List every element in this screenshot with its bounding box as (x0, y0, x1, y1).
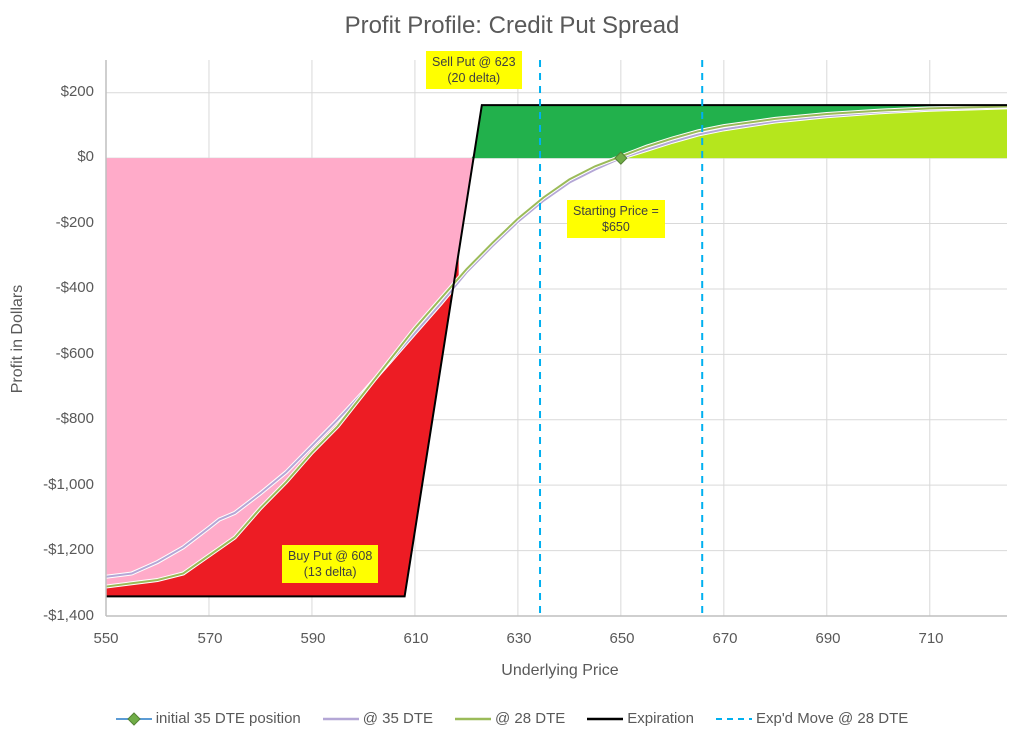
legend-label: @ 35 DTE (362, 710, 434, 727)
dashed-line-swatch-icon (715, 717, 752, 720)
callout-starting-price-line2: $650 (602, 220, 630, 234)
legend: initial 35 DTE position @ 35 DTE @ 28 DT… (0, 710, 1024, 727)
callout-sell-put-line2: (20 delta) (447, 71, 501, 85)
callout-buy-put: Buy Put @ 608 (13 delta) (282, 545, 379, 583)
legend-item-expiration[interactable]: Expiration (587, 710, 694, 727)
legend-label: Exp'd Move @ 28 DTE (755, 710, 909, 727)
legend-label: Expiration (627, 710, 694, 727)
28dte-line (105, 105, 1008, 588)
y-tick-label: -$1,400 (43, 607, 94, 624)
diamond-marker-icon (115, 711, 152, 726)
x-tick-label: 670 (712, 630, 738, 647)
line-swatch-icon (322, 717, 359, 720)
x-tick-label: 630 (506, 630, 532, 647)
x-tick-label: 570 (197, 630, 223, 647)
x-tick-label: 610 (403, 630, 429, 647)
legend-item-35dte[interactable]: @ 35 DTE (322, 710, 434, 727)
callout-sell-put: Sell Put @ 623 (20 delta) (426, 51, 522, 89)
chart-title: Profit Profile: Credit Put Spread (344, 12, 680, 39)
legend-label: @ 28 DTE (495, 710, 566, 727)
y-tick-label: -$600 (55, 345, 94, 362)
x-tick-label: 590 (300, 630, 326, 647)
legend-item-28dte[interactable]: @ 28 DTE (455, 710, 565, 727)
x-axis-title: Underlying Price (501, 662, 619, 679)
expiration-line (106, 104, 1007, 598)
x-tick-label: 650 (609, 630, 635, 647)
axes (105, 60, 1007, 617)
plot-area (105, 60, 1008, 617)
callout-buy-put-line2: (13 delta) (303, 565, 357, 579)
shaded-regions (106, 105, 1007, 597)
y-tick-label: -$400 (55, 279, 94, 296)
y-tick-label: $0 (77, 148, 94, 165)
line-swatch-icon (455, 717, 492, 720)
y-tick-label: -$1,200 (43, 541, 94, 558)
expiration-profit-fill (466, 105, 1007, 159)
expiration-loss-fill (106, 252, 459, 597)
line-swatch-icon (587, 717, 624, 720)
y-tick-label: -$200 (55, 214, 94, 231)
callout-starting-price-line1: Starting Price = (573, 204, 659, 218)
x-tick-label: 710 (918, 630, 944, 647)
legend-item-expected-move[interactable]: Exp'd Move @ 28 DTE (715, 710, 909, 727)
y-tick-label: $200 (60, 83, 94, 100)
y-tick-label: -$1,000 (43, 476, 94, 493)
callout-sell-put-line1: Sell Put @ 623 (432, 55, 516, 69)
35dte-line (105, 106, 1008, 578)
starting-price-diamond-icon (614, 151, 628, 165)
callout-buy-put-line1: Buy Put @ 608 (288, 549, 373, 563)
loss-zone-fill (106, 158, 616, 587)
x-tick-label: 550 (93, 630, 119, 647)
callout-starting-price: Starting Price = $650 (567, 200, 665, 238)
28dte-profit-fill (618, 106, 1007, 159)
x-tick-label: 690 (815, 630, 841, 647)
legend-item-initial-position[interactable]: initial 35 DTE position (115, 710, 301, 727)
legend-label: initial 35 DTE position (155, 710, 301, 727)
series-lines (105, 60, 1008, 616)
y-tick-label: -$800 (55, 410, 94, 427)
